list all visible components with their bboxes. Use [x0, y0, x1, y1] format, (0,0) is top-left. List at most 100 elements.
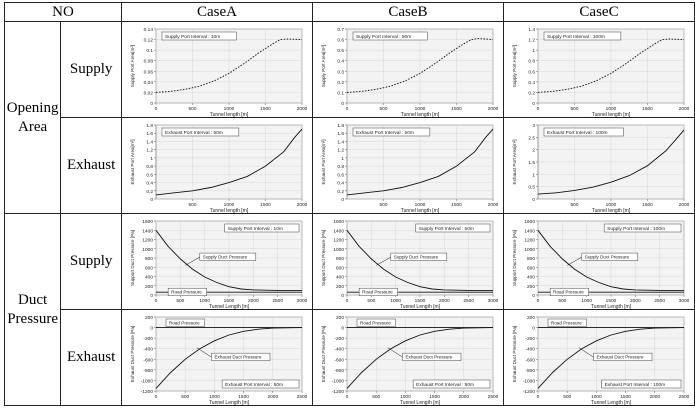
x-tick-label: 500 — [367, 298, 375, 304]
y-tick-label: 0.2 — [528, 90, 535, 96]
y-tick-label: 0.02 — [144, 90, 154, 96]
y-tick-label: 1200 — [142, 237, 153, 243]
x-axis-label: Tunnel length [m] — [592, 112, 631, 117]
x-tick-label: 1500 — [260, 202, 271, 208]
label-box — [547, 318, 587, 327]
chart-cell: 0 0.02 0.04 0.06 0.08 0.1 0.12 0.14 0 500 1000 1500… — [120, 21, 313, 118]
x-tick-label: 3000 — [488, 298, 499, 304]
y-tick-label: 0 — [532, 197, 535, 203]
annotation-label: Exhaust Port Interval : 50m — [165, 129, 223, 135]
series-line — [155, 229, 302, 291]
x-tick-label: 500 — [181, 394, 189, 400]
y-tick-label: 600 — [145, 265, 153, 271]
series-line — [346, 128, 494, 195]
y-tick-label: 1600 — [333, 219, 344, 225]
x-tick-label: 2500 — [272, 298, 283, 304]
y-tick-label: -1200 — [523, 389, 536, 395]
series-line — [346, 37, 494, 93]
annotation-label: Supply Port Interval : 10m — [165, 33, 220, 39]
annotation-box — [415, 223, 491, 232]
y-tick-label: -1200 — [332, 389, 345, 395]
y-axis-label: Exhaust Duct Pressure [Pa] — [512, 325, 517, 381]
x-tick-label: 2500 — [679, 394, 690, 400]
chart-cell: 0 200 400 600 800 1000 1200 1400 1600 0 500 1000 150… — [502, 213, 695, 310]
y-tick-label: 0.2 — [337, 79, 344, 85]
y-tick-label: 0.04 — [144, 79, 154, 85]
y-tick-label: 1.6 — [337, 131, 344, 137]
x-tick-label: 1000 — [606, 106, 617, 112]
header-no: NO — [4, 2, 122, 22]
line-chart: 0 200 400 600 800 1000 1200 1400 1600 0 500 1000 150… — [130, 219, 308, 309]
y-tick-label: 1.8 — [146, 123, 153, 129]
x-tick-label: 2500 — [654, 298, 665, 304]
leader-line — [196, 346, 212, 357]
y-tick-label: 0.6 — [337, 37, 344, 43]
x-axis-label: Tunnel length [m] — [401, 208, 440, 213]
annotation-box — [601, 379, 682, 388]
annotation-label: Exhaust Port Interval : 100m — [605, 381, 666, 387]
y-tick-label: 0 — [532, 293, 535, 299]
y-tick-label: 0 — [341, 293, 344, 299]
row-label-supply: Supply — [60, 213, 122, 310]
series-line — [155, 128, 303, 195]
x-tick-label: 1000 — [606, 202, 617, 208]
label-box — [211, 352, 271, 361]
x-tick-label: 1500 — [415, 298, 426, 304]
y-tick-label: 0.12 — [144, 37, 154, 43]
y-tick-label: 1000 — [333, 246, 344, 252]
y-tick-label: 200 — [145, 283, 153, 289]
exhaust-duct-pressure-label: Exhaust Duct Pressure — [214, 354, 261, 359]
annotation-box — [221, 379, 300, 388]
y-tick-label: 2.5 — [528, 135, 535, 141]
x-tick-label: 1000 — [199, 298, 210, 304]
label-box — [167, 287, 207, 296]
y-tick-label: 0.4 — [146, 180, 153, 186]
annotation-box — [161, 31, 237, 40]
x-tick-label: 2000 — [630, 298, 641, 304]
y-tick-label: 1200 — [524, 237, 535, 243]
x-tick-label: 1500 — [606, 298, 617, 304]
y-tick-label: 1400 — [333, 228, 344, 234]
group-duct-pressure-line1: Duct — [18, 291, 48, 308]
label-box — [199, 252, 257, 261]
y-tick-label: 0 — [532, 325, 535, 331]
road-pressure-label: Road Pressure — [362, 289, 393, 294]
y-tick-label: -200 — [525, 336, 535, 342]
leader-line — [376, 256, 391, 266]
exhaust-duct-pressure-label: Exhaust Duct Pressure — [596, 354, 643, 359]
line-chart: 0 0.2 0.4 0.6 0.8 1 1.2 1.4 1.6 1.8 500 1000 1500 200… — [321, 123, 499, 213]
y-tick-label: 0 — [150, 325, 153, 331]
x-tick-label: 2500 — [297, 394, 308, 400]
x-tick-label: 500 — [570, 106, 578, 112]
x-tick-label: 0 — [346, 394, 349, 400]
x-tick-label: 1500 — [429, 394, 440, 400]
label-box — [593, 352, 653, 361]
x-tick-label: 1500 — [451, 202, 462, 208]
y-tick-label: -600 — [143, 357, 153, 363]
x-tick-label: 0 — [537, 394, 540, 400]
y-tick-label: 1200 — [333, 237, 344, 243]
x-tick-label: 1000 — [224, 106, 235, 112]
chart-cell: 0 0.5 1 1.5 2 2.5 3 500 1000 1500 2000 Tunnel lengt… — [502, 117, 695, 214]
y-tick-label: 0.8 — [337, 164, 344, 170]
annotation-label: Exhaust Port Interval : 50m — [356, 129, 414, 135]
series-line — [346, 326, 493, 389]
annotation-label: Supply Port Interval : 10m — [228, 225, 283, 231]
y-tick-label: 800 — [527, 256, 535, 262]
y-tick-label: 800 — [145, 256, 153, 262]
series-line — [537, 129, 685, 195]
x-tick-label: 3000 — [679, 298, 690, 304]
y-axis-label: Exhaust Duct Pressure [Pa] — [130, 325, 135, 381]
y-tick-label: 1.4 — [146, 139, 153, 145]
x-tick-label: 1500 — [260, 106, 271, 112]
series-line — [155, 38, 303, 93]
y-tick-label: 200 — [527, 315, 535, 321]
y-tick-label: 1.8 — [337, 123, 344, 129]
x-tick-label: 2500 — [463, 298, 474, 304]
annotation-box — [603, 223, 682, 232]
y-tick-label: 0 — [341, 197, 344, 203]
x-tick-label: 0 — [537, 106, 540, 112]
road-pressure-label: Road Pressure — [169, 320, 200, 325]
